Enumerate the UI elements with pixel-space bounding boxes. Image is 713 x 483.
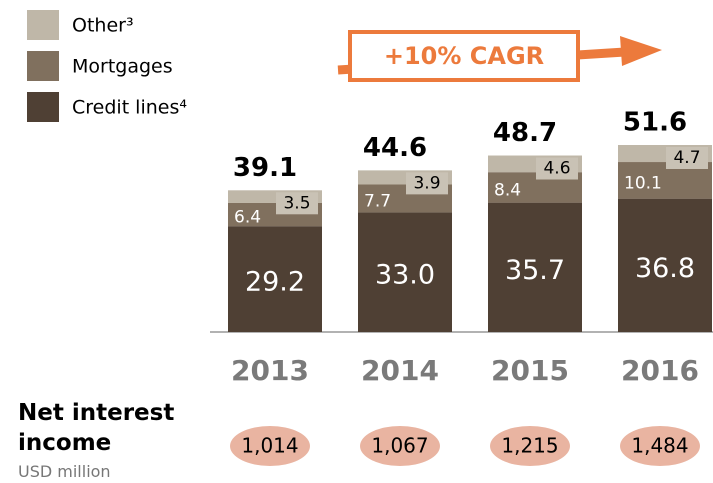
nii-bubble	[490, 426, 570, 466]
legend-label: Credit lines⁴	[72, 97, 187, 119]
nii-label: Net interest income	[18, 400, 175, 456]
x-tick-label: 2014	[361, 354, 439, 387]
x-tick-label: 2015	[491, 354, 569, 387]
total-label: 39.1	[233, 153, 297, 183]
value-label: 6.4	[234, 208, 261, 228]
bar-segment	[488, 202, 582, 332]
value-label: 33.0	[375, 260, 435, 291]
value-label: 7.7	[364, 191, 391, 211]
legend-swatch	[27, 10, 59, 40]
value-label: 3.9	[413, 173, 440, 193]
nii-bubble	[230, 426, 310, 466]
nii-bubble	[620, 426, 700, 466]
total-label: 44.6	[363, 133, 427, 163]
total-label: 48.7	[493, 118, 557, 148]
value-label-box	[276, 192, 318, 215]
value-label: 4.7	[673, 148, 700, 168]
nii-value: 1,484	[631, 434, 688, 458]
legend-label: Other³	[72, 15, 134, 37]
value-label-box	[666, 147, 708, 169]
value-label: 36.8	[635, 253, 695, 284]
value-label-box	[406, 172, 448, 195]
cagr-label: +10% CAGR	[384, 42, 544, 70]
nii-value: 1,014	[241, 434, 298, 458]
bar-segment	[228, 226, 322, 332]
cagr-box	[348, 30, 580, 82]
nii-bubble	[360, 426, 440, 466]
value-label: 29.2	[245, 267, 305, 298]
value-label: 35.7	[505, 255, 565, 286]
bar-segment	[618, 198, 712, 332]
value-label: 4.6	[543, 159, 570, 179]
x-tick-label: 2016	[621, 354, 699, 387]
total-label: 51.6	[623, 108, 687, 138]
legend-label: Mortgages	[72, 56, 173, 78]
x-tick-label: 2013	[231, 354, 309, 387]
legend-swatch	[27, 51, 59, 81]
nii-unit: USD million	[18, 462, 111, 481]
value-label: 8.4	[494, 180, 521, 200]
value-label-box	[536, 157, 578, 180]
value-label: 10.1	[624, 173, 662, 193]
nii-value: 1,067	[371, 434, 428, 458]
bar-segment	[358, 212, 452, 332]
value-label: 3.5	[283, 193, 310, 213]
nii-value: 1,215	[501, 434, 558, 458]
legend-swatch	[27, 92, 59, 122]
cagr-arrow-head	[620, 36, 662, 66]
